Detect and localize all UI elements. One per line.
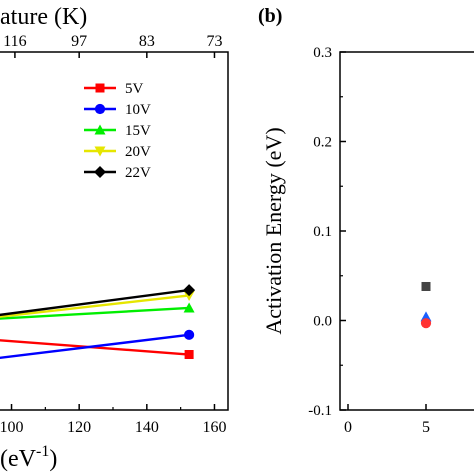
y-tick-label-b: 0.1 xyxy=(313,224,332,240)
series-line-15V xyxy=(0,306,190,320)
bottom-axis-ticks: 100 120 140 160 xyxy=(0,404,226,436)
point-b-0 xyxy=(421,281,431,291)
series-marker-10V xyxy=(184,329,195,340)
panel-a: ature (K) 116 97 83 73 5V 10V 15V 20V 22V 100 12… xyxy=(0,4,229,472)
panel-b: (b) Activation Energy (eV) 0.3 0.2 0.1 0.0 -… xyxy=(258,5,474,436)
bottom-tick-label: 120 xyxy=(67,419,91,436)
legend-label-20V: 20V xyxy=(125,144,151,160)
legend-marker-22V xyxy=(94,166,106,178)
y-axis-label-b: Activation Energy (eV) xyxy=(261,127,286,334)
series-line-22V xyxy=(0,288,190,317)
y-tick-label-b: -0.1 xyxy=(308,403,332,419)
legend-marker-5V xyxy=(95,83,105,93)
x-tick-label-b: 5 xyxy=(422,419,430,436)
series-marker-22V xyxy=(183,284,196,297)
legend-marker-20V xyxy=(94,146,106,157)
bottom-axis-label-suffix: ) xyxy=(49,446,57,472)
bottom-axis-label-sup: -1 xyxy=(36,443,49,460)
top-tick-label: 83 xyxy=(139,33,155,50)
point-b-2 xyxy=(420,318,432,329)
series-line-20V xyxy=(0,294,190,318)
series-marker-5V xyxy=(184,350,194,360)
bottom-axis-label: (eV-1) xyxy=(0,443,57,472)
top-tick-label: 97 xyxy=(71,33,87,50)
top-axis-label: ature (K) xyxy=(0,4,87,30)
y-tick-label-b: 0.0 xyxy=(313,314,332,330)
legend-label-10V: 10V xyxy=(125,102,151,118)
top-tick-label: 116 xyxy=(3,33,26,50)
legend-marker-10V xyxy=(94,103,106,115)
bottom-tick-label: 140 xyxy=(135,419,159,436)
legend-marker-15V xyxy=(94,124,106,135)
legend-label-15V: 15V xyxy=(125,123,151,139)
plot-frame-a xyxy=(0,51,229,411)
bottom-axis-label-prefix: (eV xyxy=(0,446,37,472)
series-marker-15V xyxy=(183,302,195,313)
bottom-tick-label: 160 xyxy=(202,419,226,436)
top-axis-ticks: 116 97 83 73 xyxy=(3,33,222,58)
bottom-tick-label: 100 xyxy=(0,419,24,436)
series-group-a xyxy=(0,284,196,360)
y-axis-ticks-b: 0.3 0.2 0.1 0.0 -0.1 xyxy=(308,45,346,419)
legend-a: 5V 10V 15V 20V 22V xyxy=(84,81,151,181)
top-tick-label: 73 xyxy=(206,33,222,50)
y-tick-label-b: 0.3 xyxy=(313,45,332,61)
series-line-10V xyxy=(0,333,190,360)
plot-frame-b xyxy=(339,51,474,411)
panel-label-b: (b) xyxy=(258,5,282,27)
y-tick-label-b: 0.2 xyxy=(313,135,332,151)
x-tick-label-b: 0 xyxy=(344,419,352,436)
legend-label-5V: 5V xyxy=(125,81,144,97)
legend-label-22V: 22V xyxy=(125,165,151,181)
points-group-b xyxy=(420,281,432,329)
